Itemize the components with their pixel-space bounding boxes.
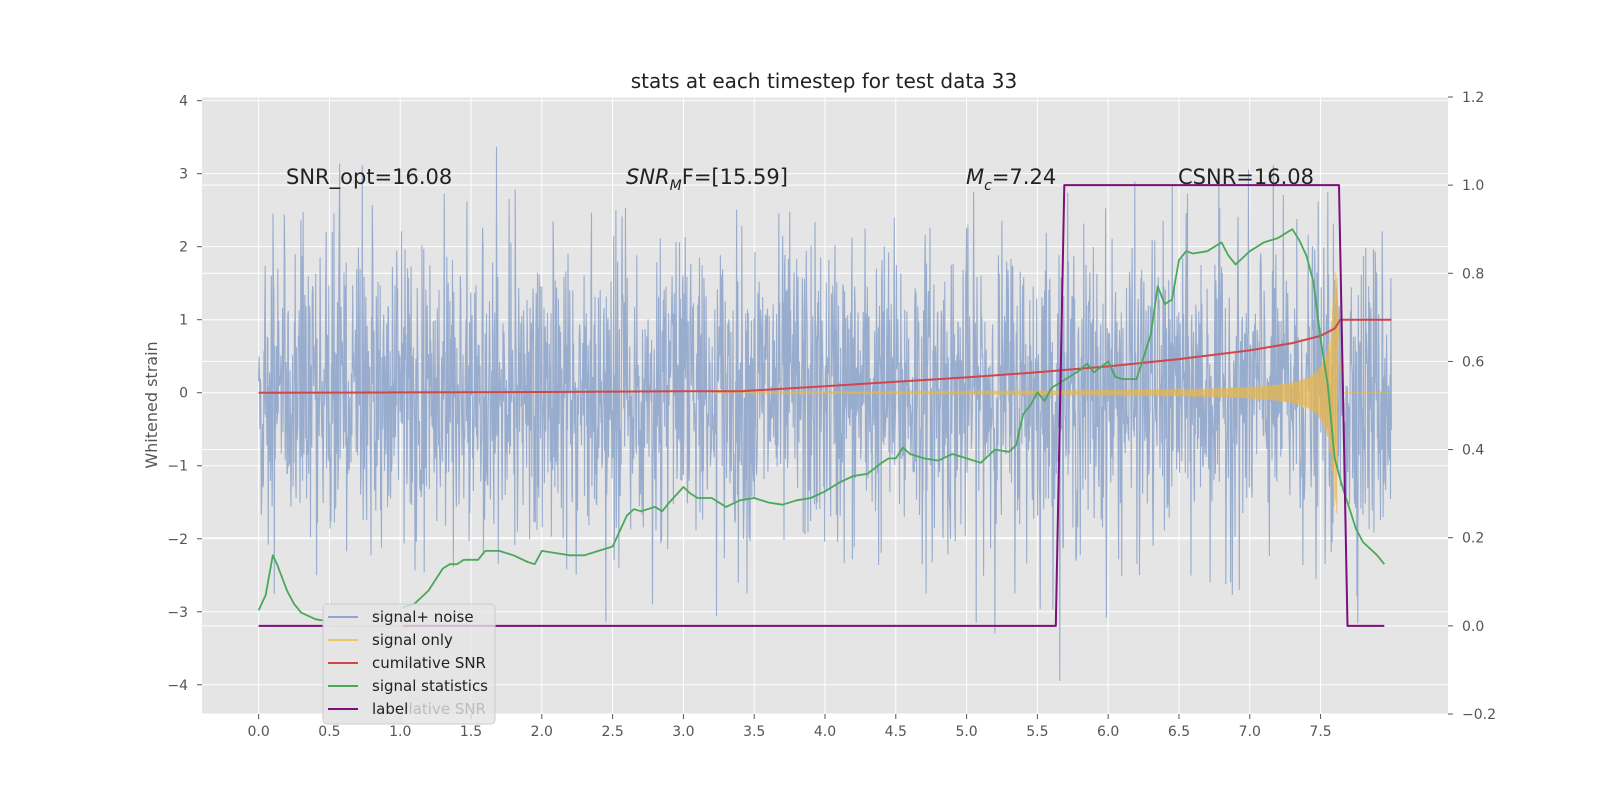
y-tick-label: 4 xyxy=(179,94,188,110)
line-series-group xyxy=(257,184,1392,627)
annotation-snr-mf: SNRMF=[15.59] xyxy=(626,165,788,194)
y-axis-label: Whitened strain xyxy=(142,341,161,468)
signal-statistics-line xyxy=(257,228,1386,625)
signal-noise-series xyxy=(258,146,1392,681)
annotation-snr-mf-value: F=[15.59] xyxy=(682,165,788,189)
annotation-snr-opt: SNR_opt=16.08 xyxy=(286,165,452,190)
y2-tick-label: 0.0 xyxy=(1462,619,1484,635)
y2-tick-label: 0.2 xyxy=(1462,531,1484,547)
x-tick-label: 4.5 xyxy=(885,724,907,740)
y-tick-label: −2 xyxy=(167,532,188,548)
y-tick-label: 1 xyxy=(179,313,188,329)
x-tick-label: 2.0 xyxy=(531,724,553,740)
y2-tick-label: 1.0 xyxy=(1462,178,1484,194)
annotation-chirp-mass: Mc=7.24 xyxy=(966,165,1056,194)
legend-entry-cumulative: cumilative SNR xyxy=(372,654,486,672)
chart-title: stats at each timestep for test data 33 xyxy=(631,69,1017,93)
x-tick-label: 7.0 xyxy=(1239,724,1261,740)
y-tick-label: −1 xyxy=(167,459,188,475)
x-tick-label: 4.0 xyxy=(814,724,836,740)
legend-entry-statistics: signal statistics xyxy=(372,677,488,695)
y2-tick-label: −0.2 xyxy=(1462,707,1496,723)
x-tick-label: 3.5 xyxy=(743,724,765,740)
x-tick-label: 7.5 xyxy=(1309,724,1331,740)
y-tick-label: 2 xyxy=(179,240,188,256)
x-tick-label: 2.5 xyxy=(601,724,623,740)
y-tick-label: −3 xyxy=(167,605,188,621)
legend-entry-noise: signal+ noise xyxy=(372,608,474,626)
x-tick-label: 5.5 xyxy=(1026,724,1048,740)
x-tick-label: 3.0 xyxy=(672,724,694,740)
legend: cumilative SNR signal+ noise signal only… xyxy=(322,603,496,725)
signal-noise-trace xyxy=(258,146,1392,681)
x-tick-label: 1.5 xyxy=(460,724,482,740)
x-tick-label: 1.0 xyxy=(389,724,411,740)
y-tick-label: 0 xyxy=(179,386,188,402)
label-line xyxy=(258,184,1385,627)
y2-axis-ticks: 1.2 1.0 0.8 0.6 0.4 0.2 0.0 −0.2 xyxy=(1448,90,1496,723)
annotation-snr-mf-subscript: M xyxy=(670,178,682,194)
annotation-chirp-mass-subscript: c xyxy=(984,178,992,194)
x-tick-label: 6.5 xyxy=(1168,724,1190,740)
legend-entry-signal: signal only xyxy=(372,631,453,649)
x-tick-label: 0.0 xyxy=(248,724,270,740)
x-tick-label: 5.0 xyxy=(955,724,977,740)
annotation-csnr: CSNR=16.08 xyxy=(1178,165,1314,189)
x-tick-label: 0.5 xyxy=(318,724,340,740)
y-tick-label: −4 xyxy=(167,678,188,694)
x-axis-ticks: 0.0 0.5 1.0 1.5 2.0 2.5 3.0 3.5 4.0 4.5 5.0 5.5 6.0 6… xyxy=(248,714,1332,740)
y2-tick-label: 0.6 xyxy=(1462,354,1484,370)
legend-entry-label: label xyxy=(372,700,408,718)
y2-tick-label: 1.2 xyxy=(1462,90,1484,106)
cumulative-snr-line xyxy=(258,318,1392,394)
signal-only-series xyxy=(711,272,1389,514)
signal-only-trace xyxy=(711,272,1389,514)
x-tick-label: 6.0 xyxy=(1097,724,1119,740)
annotation-chirp-mass-value: =7.24 xyxy=(992,165,1056,189)
y-axis-ticks: 4 3 2 1 0 −1 −2 −3 −4 xyxy=(167,94,202,694)
annotation-snr-mf-symbol: SNR xyxy=(626,165,670,189)
annotation-chirp-mass-symbol: M xyxy=(966,165,984,189)
y2-tick-label: 0.8 xyxy=(1462,266,1484,282)
y-tick-label: 3 xyxy=(179,167,188,183)
y2-tick-label: 0.4 xyxy=(1462,443,1484,459)
